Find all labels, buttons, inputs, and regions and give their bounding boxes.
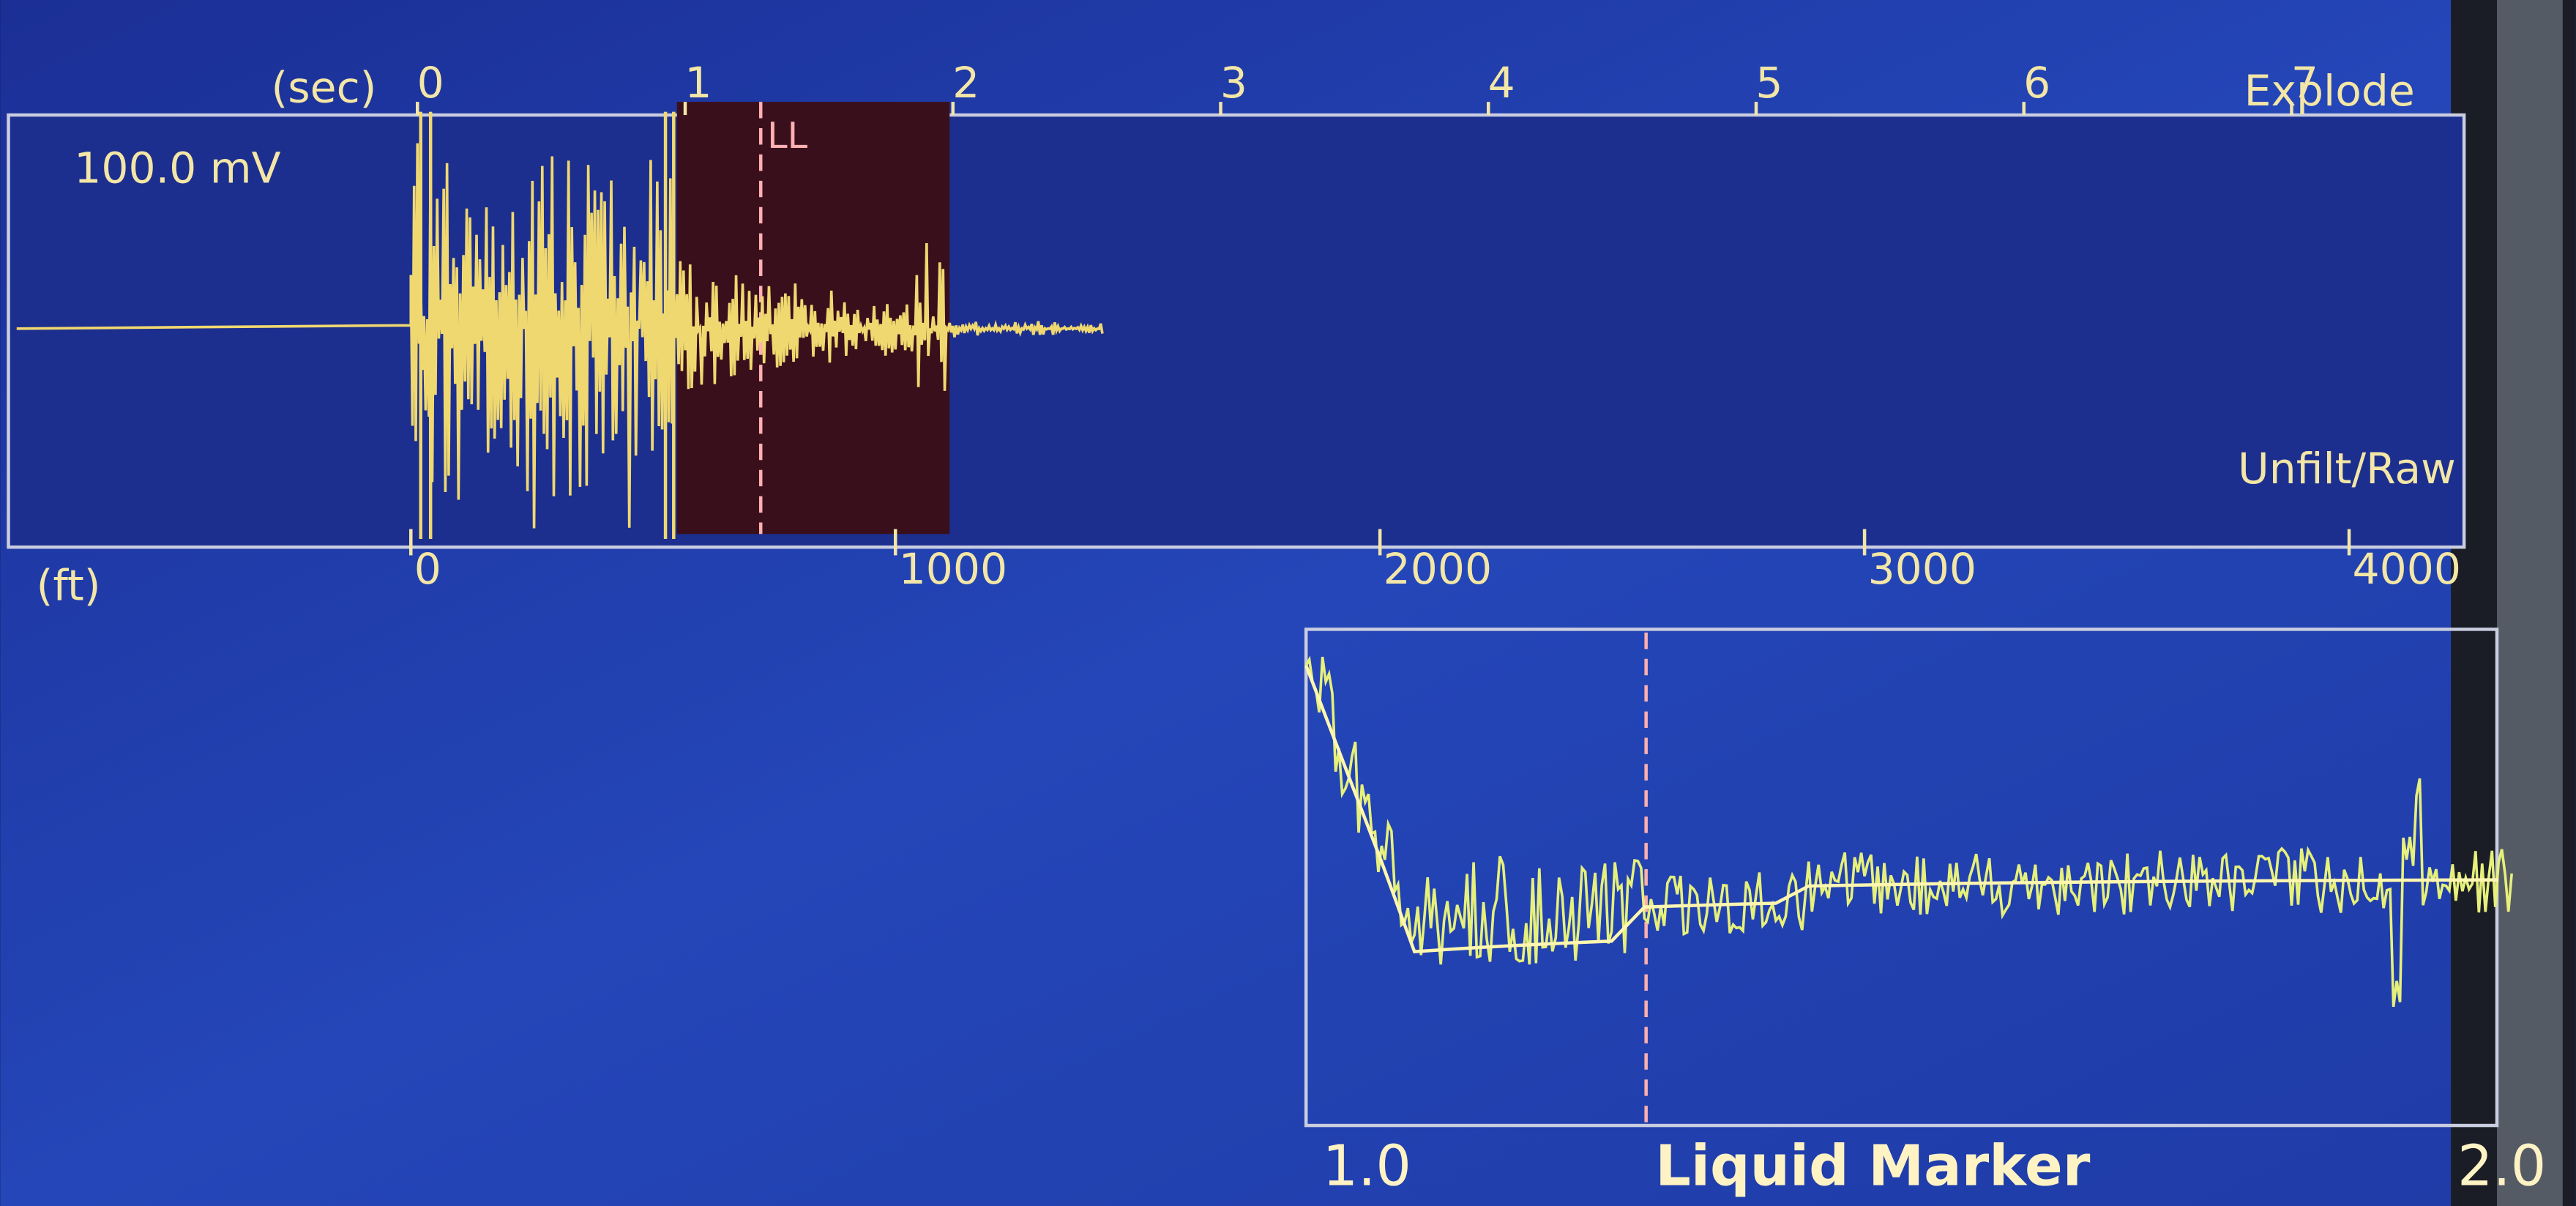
time-tick-label: 5: [1755, 58, 1782, 108]
depth-tick-label: 0: [414, 544, 441, 594]
depth-tick-label: 1000: [899, 544, 1007, 594]
depth-axis-unit: (ft): [37, 560, 101, 610]
depth-tick-label: 4000: [2353, 544, 2461, 594]
filter-label: Unfilt/Raw: [2238, 444, 2456, 494]
zoom-title: Liquid Marker: [1655, 1134, 2090, 1199]
time-tick-label: 7: [2291, 58, 2318, 108]
time-tick-label: 6: [2023, 58, 2050, 108]
bezel-edge: [2497, 0, 2563, 1206]
time-tick-label: 2: [952, 58, 979, 108]
time-tick-label: 3: [1220, 58, 1247, 108]
zoom-start: 1.0: [1323, 1134, 1411, 1199]
waveform-panel: [9, 115, 2465, 547]
time-axis-unit: (sec): [272, 63, 377, 113]
marker-label: LL: [767, 114, 807, 157]
depth-tick-label: 2000: [1384, 544, 1492, 594]
mode-label: Explode: [2244, 66, 2415, 116]
time-tick-label: 4: [1488, 58, 1515, 108]
time-tick-label: 0: [417, 58, 444, 108]
depth-tick-label: 3000: [1868, 544, 1976, 594]
zoom-end: 2.0: [2457, 1134, 2546, 1199]
scale-label: 100.0 mV: [74, 143, 280, 193]
instrument-screen: (sec) Explode 100.0 mV LL Unfilt/Raw (ft…: [0, 0, 2576, 1206]
time-tick-label: 1: [684, 58, 712, 108]
